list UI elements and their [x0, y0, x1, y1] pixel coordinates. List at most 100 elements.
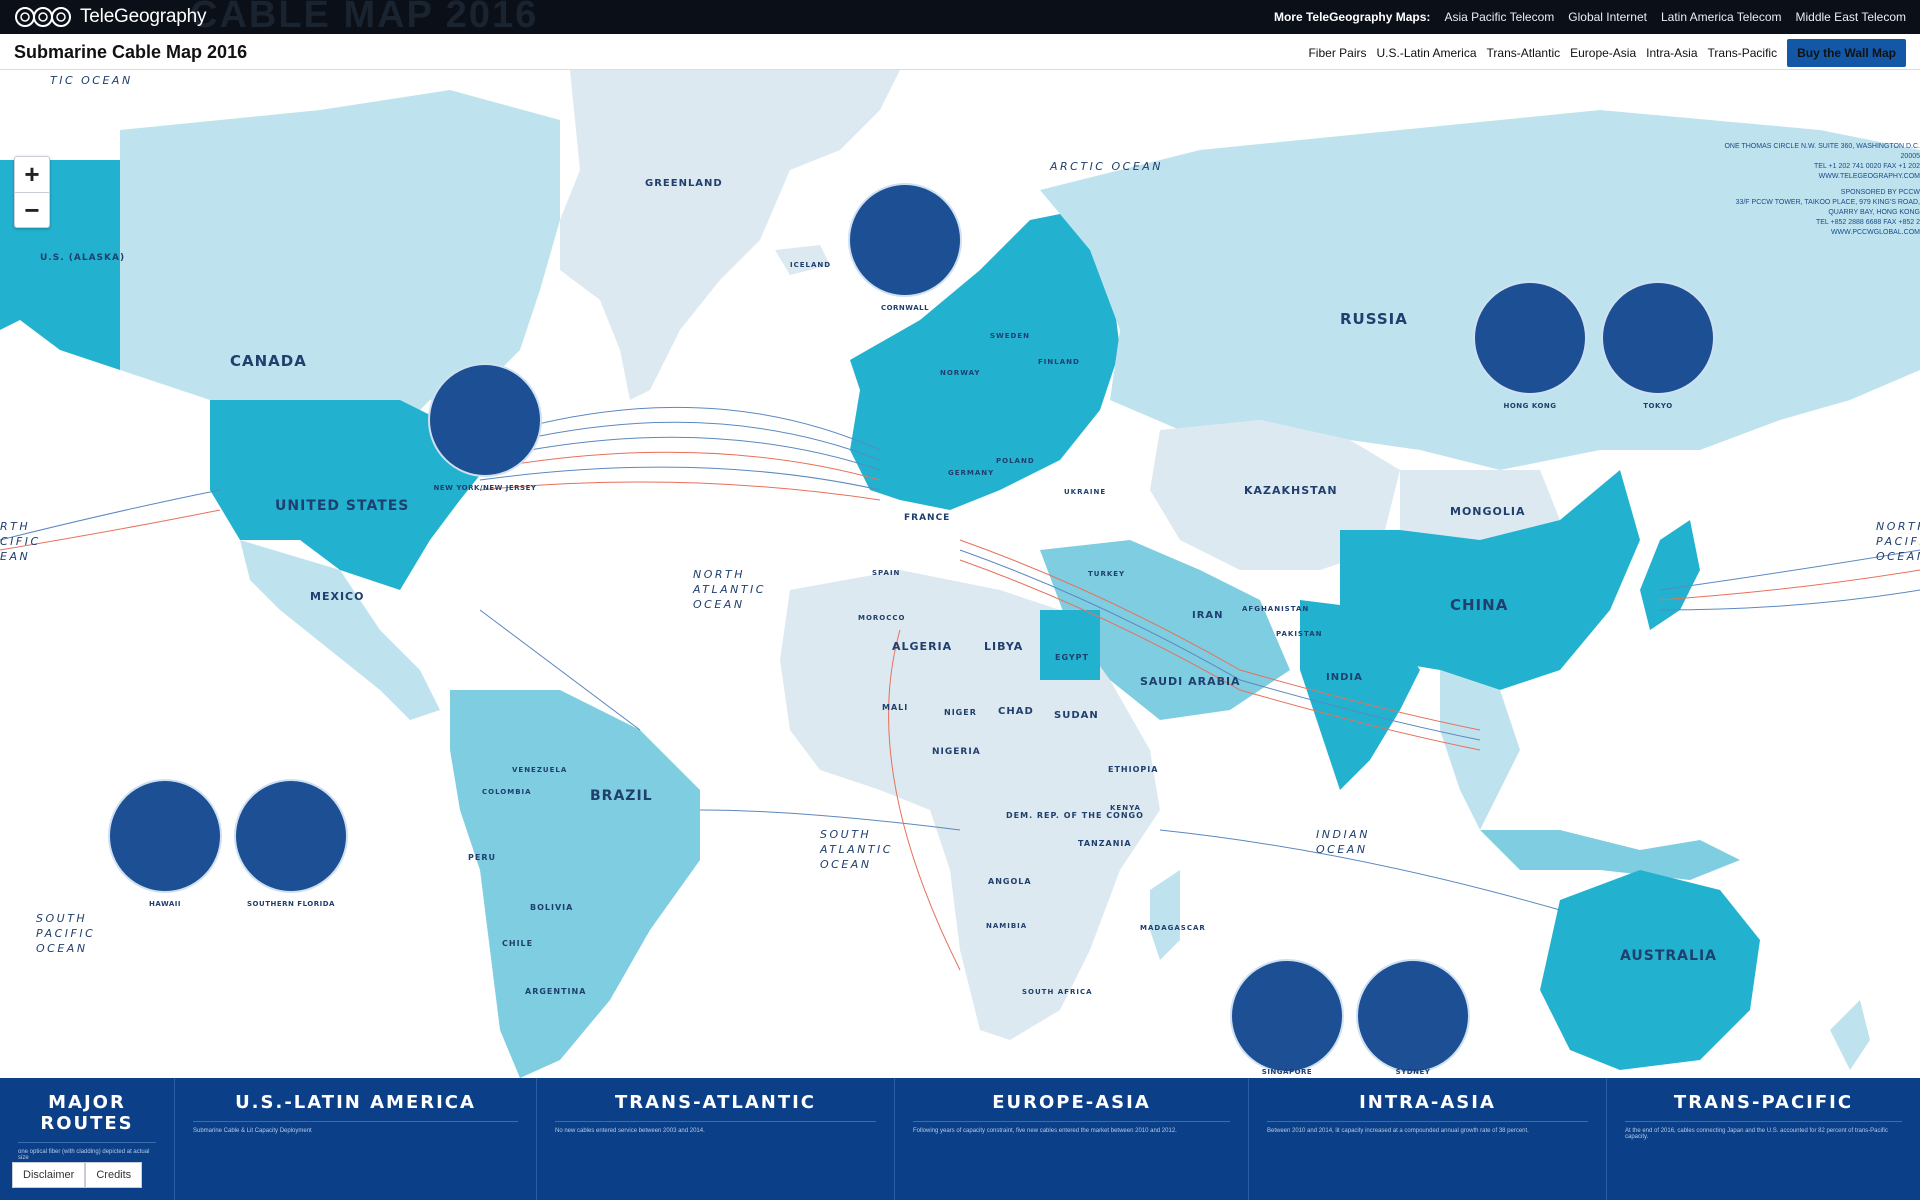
panel-trans-atlantic: TRANS-ATLANTIC No new cables entered ser…: [537, 1078, 895, 1200]
label-france: FRANCE: [904, 513, 950, 523]
label-north-pacific-right: NORTH PACIFIC OCEAN: [1876, 520, 1920, 563]
label-india: INDIA: [1326, 672, 1363, 683]
more-maps-label: More TeleGeography Maps:: [1273, 10, 1431, 24]
label-south-pacific: SOUTH PACIFIC OCEAN: [36, 912, 95, 955]
label-us-alaska: U.S. (ALASKA): [40, 253, 125, 263]
land-iceland: [775, 245, 830, 275]
inset-southern-florida[interactable]: [234, 779, 348, 893]
land-russia: [1040, 110, 1920, 470]
nav-fiber-pairs[interactable]: Fiber Pairs: [1308, 46, 1367, 60]
label-greenland: GREENLAND: [645, 178, 723, 189]
sponsor-tel: TEL +1 202 741 0020 FAX +1 202: [1814, 163, 1920, 170]
sponsor-block: ONE THOMAS CIRCLE N.W. SUITE 360, WASHIN…: [1720, 142, 1920, 238]
svg-text:PACIFIC: PACIFIC: [1876, 535, 1920, 548]
more-maps-link-global-internet[interactable]: Global Internet: [1568, 10, 1647, 24]
label-ethiopia: ETHIOPIA: [1108, 765, 1158, 774]
label-morocco: MOROCCO: [858, 614, 905, 622]
label-south-africa: SOUTH AFRICA: [1022, 988, 1093, 996]
panel-major-routes: MAJOR ROUTES one optical fiber (with cla…: [0, 1078, 175, 1200]
nav-europe-asia[interactable]: Europe-Asia: [1570, 46, 1637, 60]
label-kazakhstan: KAZAKHSTAN: [1244, 484, 1338, 497]
land-central-asia: [1150, 420, 1400, 570]
zoom-out-button[interactable]: −: [15, 192, 49, 227]
zoom-in-button[interactable]: +: [24, 159, 40, 189]
label-libya: LIBYA: [984, 640, 1023, 653]
more-maps-link-latin-america[interactable]: Latin America Telecom: [1660, 10, 1782, 24]
inset-new-york[interactable]: [428, 363, 542, 477]
nav-us-latin-america[interactable]: U.S.-Latin America: [1376, 46, 1477, 60]
label-argentina: ARGENTINA: [525, 987, 586, 996]
label-tanzania: TANZANIA: [1078, 839, 1132, 848]
land-india: [1300, 600, 1420, 790]
land-japan: [1640, 520, 1700, 630]
label-south-atlantic: SOUTH ATLANTIC OCEAN: [819, 828, 890, 871]
more-maps-link-asia-pacific[interactable]: Asia Pacific Telecom: [1444, 10, 1555, 24]
panel-title: INTRA-ASIA: [1359, 1092, 1496, 1113]
label-mali: MALI: [882, 703, 908, 712]
nav-trans-atlantic[interactable]: Trans-Atlantic: [1486, 46, 1561, 60]
inset-label-southern-florida: SOUTHERN FLORIDA: [247, 900, 335, 908]
panel-intra-asia: INTRA-ASIA Between 2010 and 2014, lit ca…: [1249, 1078, 1607, 1200]
panel-subtitle: At the end of 2016, cables connecting Ja…: [1625, 1128, 1888, 1140]
sponsor-web[interactable]: WWW.TELEGEOGRAPHY.COM: [1818, 173, 1920, 180]
label-peru: PERU: [468, 853, 496, 862]
inset-tokyo[interactable]: [1601, 281, 1715, 395]
land-australia: [1540, 870, 1760, 1070]
bottom-panels: MAJOR ROUTES one optical fiber (with cla…: [0, 1078, 1920, 1200]
panel-subtitle: No new cables entered service between 20…: [555, 1128, 705, 1134]
label-turkey: TURKEY: [1088, 570, 1125, 578]
panel-rule: [1625, 1121, 1902, 1122]
svg-text:SOUTH: SOUTH: [820, 828, 871, 841]
inset-label-hawaii: HAWAII: [149, 900, 181, 908]
panel-rule: [913, 1121, 1230, 1122]
inset-hawaii[interactable]: [108, 779, 222, 893]
svg-text:OCEAN: OCEAN: [693, 598, 745, 611]
nav-intra-asia[interactable]: Intra-Asia: [1646, 46, 1698, 60]
label-china: CHINA: [1450, 596, 1508, 614]
pccw-web[interactable]: WWW.PCCWGLOBAL.COM: [1830, 229, 1920, 236]
label-sudan: SUDAN: [1054, 710, 1099, 721]
land-europe: [850, 210, 1120, 510]
svg-text:CIFIC: CIFIC: [0, 535, 41, 548]
page-title: Submarine Cable Map 2016: [14, 42, 248, 62]
inset-label-sydney: SYDNEY: [1396, 1068, 1431, 1076]
inset-cornwall[interactable]: [848, 183, 962, 297]
label-pakistan: PAKISTAN: [1276, 630, 1322, 638]
credits-button[interactable]: Credits: [85, 1162, 143, 1188]
svg-text:OCEAN: OCEAN: [820, 858, 872, 871]
disclaimer-button[interactable]: Disclaimer: [12, 1162, 86, 1188]
more-maps: More TeleGeography Maps: Asia Pacific Te…: [1274, 10, 1906, 24]
svg-text:PACIFIC: PACIFIC: [36, 927, 95, 940]
svg-text:SOUTH: SOUTH: [36, 912, 87, 925]
land-south-america: [450, 690, 700, 1078]
label-namibia: NAMIBIA: [986, 922, 1027, 930]
buy-wall-map-button[interactable]: Buy the Wall Map: [1787, 39, 1906, 67]
nav-trans-pacific[interactable]: Trans-Pacific: [1707, 46, 1778, 60]
land-mexico: [240, 540, 440, 720]
svg-text:ATLANTIC: ATLANTIC: [692, 583, 766, 596]
land-africa: [780, 570, 1160, 1040]
svg-text:NORTH: NORTH: [693, 568, 745, 581]
panel-subtitle: Submarine Cable & Lit Capacity Deploymen…: [193, 1128, 312, 1134]
panel-subtitle: Between 2010 and 2014, lit capacity incr…: [1267, 1128, 1529, 1134]
panel-title: TRANS-PACIFIC: [1673, 1092, 1854, 1113]
world-map: CORNWALL NEW YORK/NEW JERSEY HONG KONG T…: [0, 70, 1920, 1078]
route-nav: Fiber Pairs U.S.-Latin America Trans-Atl…: [1308, 39, 1906, 67]
inset-hong-kong[interactable]: [1473, 281, 1587, 395]
svg-text:OCEAN: OCEAN: [1876, 550, 1920, 563]
map-canvas[interactable]: CORNWALL NEW YORK/NEW JERSEY HONG KONG T…: [0, 70, 1920, 1078]
inset-singapore[interactable]: [1230, 959, 1344, 1073]
label-finland: FINLAND: [1038, 358, 1080, 366]
title-bar: Submarine Cable Map 2016 Fiber Pairs U.S…: [0, 34, 1920, 70]
inset-sydney[interactable]: [1356, 959, 1470, 1073]
panel-rule: [18, 1142, 156, 1143]
inset-label-new-york: NEW YORK/NEW JERSEY: [434, 484, 537, 492]
land-egypt: [1040, 610, 1100, 680]
pccw-tel: TEL +852 2888 6688 FAX +852 2: [1815, 219, 1920, 226]
more-maps-link-middle-east[interactable]: Middle East Telecom: [1795, 10, 1907, 24]
land-greenland: [560, 70, 900, 400]
label-poland: POLAND: [996, 457, 1035, 465]
label-chad: CHAD: [998, 706, 1034, 717]
brand[interactable]: TeleGeography: [14, 6, 206, 28]
panel-rule: [1267, 1121, 1588, 1122]
